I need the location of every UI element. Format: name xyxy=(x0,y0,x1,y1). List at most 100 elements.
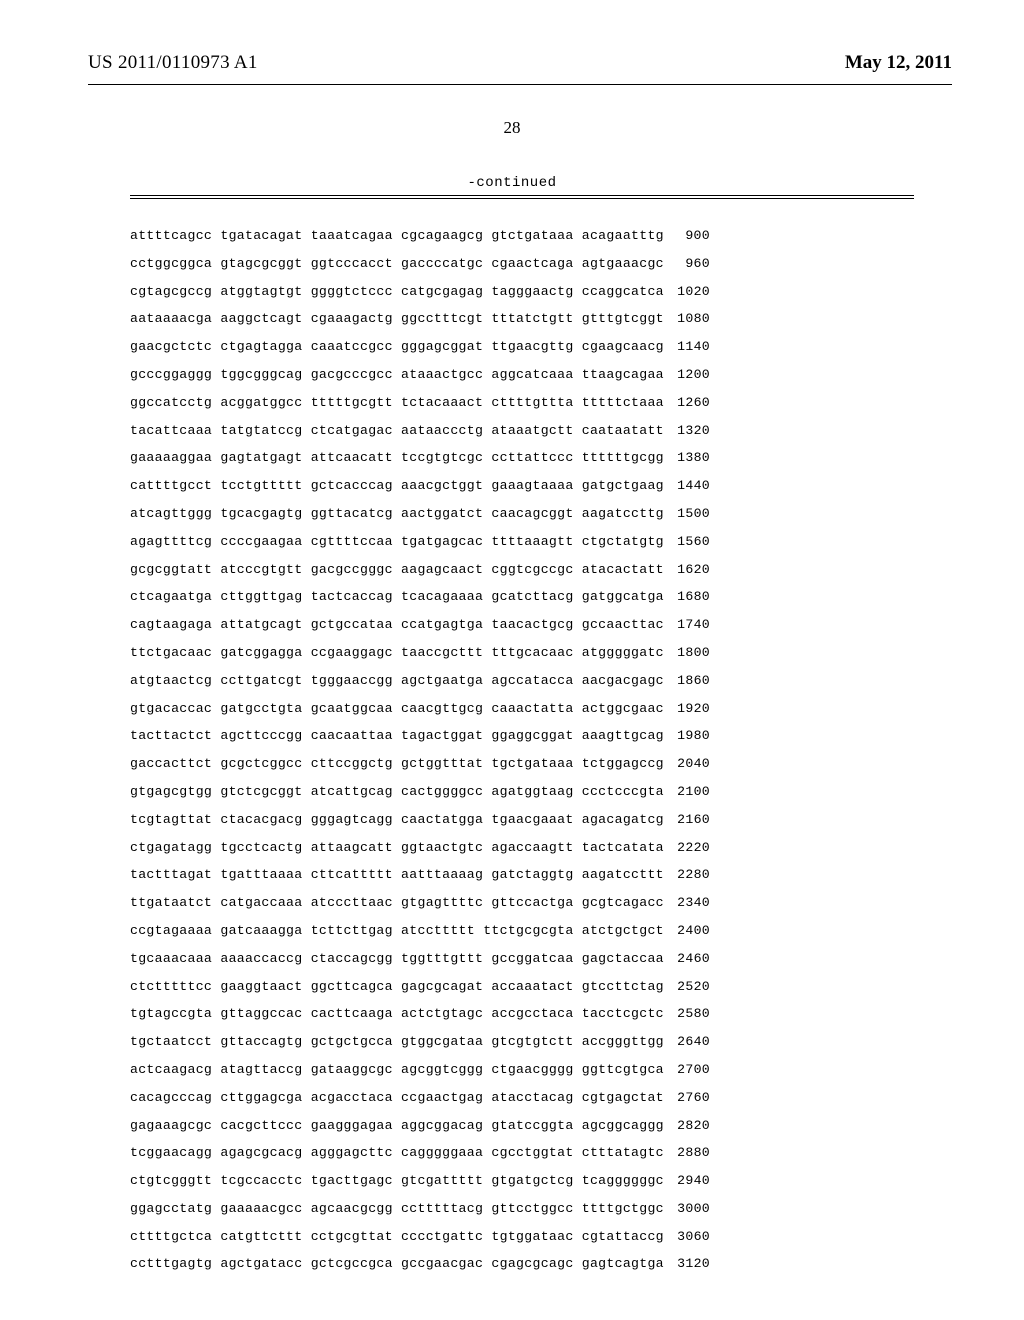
sequence-bases: ggagcctatg gaaaaacgcc agcaacgcgg ccttttt… xyxy=(130,1195,650,1223)
sequence-position: 2220 xyxy=(650,834,710,862)
sequence-position: 2040 xyxy=(650,750,710,778)
sequence-position: 1860 xyxy=(650,667,710,695)
sequence-bases: tactttagat tgatttaaaa cttcattttt aatttaa… xyxy=(130,861,650,889)
sequence-bases: atgtaactcg ccttgatcgt tgggaaccgg agctgaa… xyxy=(130,667,650,695)
sequence-position: 1200 xyxy=(650,361,710,389)
sequence-row: ctgtcgggtt tcgccacctc tgacttgagc gtcgatt… xyxy=(130,1167,710,1195)
sequence-position: 2460 xyxy=(650,945,710,973)
sequence-bases: ctctttttcc gaaggtaact ggcttcagca gagcgca… xyxy=(130,973,650,1001)
sequence-position: 1740 xyxy=(650,611,710,639)
sequence-position: 1800 xyxy=(650,639,710,667)
sequence-bases: tcggaacagg agagcgcacg agggagcttc caggggg… xyxy=(130,1139,650,1167)
page-number: 28 xyxy=(0,118,1024,138)
sequence-row: aataaaacga aaggctcagt cgaaagactg ggccttt… xyxy=(130,305,710,333)
sequence-bases: gcgcggtatt atcccgtgtt gacgccgggc aagagca… xyxy=(130,556,650,584)
sequence-bases: ctcagaatga cttggttgag tactcaccag tcacaga… xyxy=(130,583,650,611)
sequence-position: 1980 xyxy=(650,722,710,750)
sequence-position: 2880 xyxy=(650,1139,710,1167)
sequence-position: 3060 xyxy=(650,1223,710,1251)
sequence-row: gaccacttct gcgctcggcc cttccggctg gctggtt… xyxy=(130,750,710,778)
sequence-bases: ctgagatagg tgcctcactg attaagcatt ggtaact… xyxy=(130,834,650,862)
header-rule xyxy=(88,84,952,85)
sequence-row: gtgacaccac gatgcctgta gcaatggcaa caacgtt… xyxy=(130,695,710,723)
sequence-row: gcccggaggg tggcgggcag gacgcccgcc ataaact… xyxy=(130,361,710,389)
sequence-row: tcggaacagg agagcgcacg agggagcttc caggggg… xyxy=(130,1139,710,1167)
sequence-bases: tgcaaacaaa aaaaccaccg ctaccagcgg tggtttg… xyxy=(130,945,650,973)
sequence-bases: gaccacttct gcgctcggcc cttccggctg gctggtt… xyxy=(130,750,650,778)
sequence-bases: cattttgcct tcctgttttt gctcacccag aaacgct… xyxy=(130,472,650,500)
sequence-row: attttcagcc tgatacagat taaatcagaa cgcagaa… xyxy=(130,222,710,250)
sequence-bases: gaaaaaggaa gagtatgagt attcaacatt tccgtgt… xyxy=(130,444,650,472)
sequence-position: 2160 xyxy=(650,806,710,834)
sequence-rule-top-2 xyxy=(130,198,914,199)
sequence-position: 1500 xyxy=(650,500,710,528)
continued-label: -continued xyxy=(0,175,1024,191)
sequence-position: 2340 xyxy=(650,889,710,917)
sequence-row: ccgtagaaaa gatcaaagga tcttcttgag atccttt… xyxy=(130,917,710,945)
sequence-bases: atcagttggg tgcacgagtg ggttacatcg aactgga… xyxy=(130,500,650,528)
sequence-position: 1020 xyxy=(650,278,710,306)
sequence-row: gcgcggtatt atcccgtgtt gacgccgggc aagagca… xyxy=(130,556,710,584)
sequence-row: cagtaagaga attatgcagt gctgccataa ccatgag… xyxy=(130,611,710,639)
sequence-bases: gtgacaccac gatgcctgta gcaatggcaa caacgtt… xyxy=(130,695,650,723)
sequence-row: cattttgcct tcctgttttt gctcacccag aaacgct… xyxy=(130,472,710,500)
sequence-bases: cctggcggca gtagcgcggt ggtcccacct gacccca… xyxy=(130,250,650,278)
sequence-position: 1680 xyxy=(650,583,710,611)
sequence-bases: gagaaagcgc cacgcttccc gaagggagaa aggcgga… xyxy=(130,1112,650,1140)
sequence-bases: tacttactct agcttcccgg caacaattaa tagactg… xyxy=(130,722,650,750)
sequence-bases: cctttgagtg agctgatacc gctcgccgca gccgaac… xyxy=(130,1250,650,1278)
sequence-bases: ccgtagaaaa gatcaaagga tcttcttgag atccttt… xyxy=(130,917,650,945)
sequence-position: 1380 xyxy=(650,444,710,472)
sequence-position: 1320 xyxy=(650,417,710,445)
sequence-rule-top xyxy=(130,195,914,196)
sequence-bases: cacagcccag cttggagcga acgacctaca ccgaact… xyxy=(130,1084,650,1112)
sequence-row: ttgataatct catgaccaaa atcccttaac gtgagtt… xyxy=(130,889,710,917)
sequence-bases: gtgagcgtgg gtctcgcggt atcattgcag cactggg… xyxy=(130,778,650,806)
sequence-bases: aataaaacga aaggctcagt cgaaagactg ggccttt… xyxy=(130,305,650,333)
sequence-position: 1140 xyxy=(650,333,710,361)
sequence-bases: ttctgacaac gatcggagga ccgaaggagc taaccgc… xyxy=(130,639,650,667)
sequence-row: tacattcaaa tatgtatccg ctcatgagac aataacc… xyxy=(130,417,710,445)
sequence-bases: tcgtagttat ctacacgacg gggagtcagg caactat… xyxy=(130,806,650,834)
sequence-row: ttctgacaac gatcggagga ccgaaggagc taaccgc… xyxy=(130,639,710,667)
sequence-bases: gcccggaggg tggcgggcag gacgcccgcc ataaact… xyxy=(130,361,650,389)
page: US 2011/0110973 A1 May 12, 2011 28 -cont… xyxy=(0,0,1024,1320)
publication-number: US 2011/0110973 A1 xyxy=(88,52,258,74)
sequence-position: 1620 xyxy=(650,556,710,584)
sequence-row: ctctttttcc gaaggtaact ggcttcagca gagcgca… xyxy=(130,973,710,1001)
sequence-row: cctggcggca gtagcgcggt ggtcccacct gacccca… xyxy=(130,250,710,278)
sequence-bases: actcaagacg atagttaccg gataaggcgc agcggtc… xyxy=(130,1056,650,1084)
sequence-row: cttttgctca catgttcttt cctgcgttat cccctga… xyxy=(130,1223,710,1251)
sequence-position: 1080 xyxy=(650,305,710,333)
sequence-bases: attttcagcc tgatacagat taaatcagaa cgcagaa… xyxy=(130,222,650,250)
sequence-position: 2100 xyxy=(650,778,710,806)
sequence-position: 2760 xyxy=(650,1084,710,1112)
sequence-position: 2940 xyxy=(650,1167,710,1195)
sequence-row: ggagcctatg gaaaaacgcc agcaacgcgg ccttttt… xyxy=(130,1195,710,1223)
sequence-position: 2820 xyxy=(650,1112,710,1140)
sequence-row: tgtagccgta gttaggccac cacttcaaga actctgt… xyxy=(130,1000,710,1028)
sequence-row: tactttagat tgatttaaaa cttcattttt aatttaa… xyxy=(130,861,710,889)
sequence-position: 2280 xyxy=(650,861,710,889)
sequence-row: ctgagatagg tgcctcactg attaagcatt ggtaact… xyxy=(130,834,710,862)
sequence-bases: cgtagcgccg atggtagtgt ggggtctccc catgcga… xyxy=(130,278,650,306)
sequence-bases: cagtaagaga attatgcagt gctgccataa ccatgag… xyxy=(130,611,650,639)
sequence-position: 900 xyxy=(650,222,710,250)
sequence-position: 2700 xyxy=(650,1056,710,1084)
sequence-position: 3000 xyxy=(650,1195,710,1223)
sequence-row: tgcaaacaaa aaaaccaccg ctaccagcgg tggtttg… xyxy=(130,945,710,973)
sequence-bases: cttttgctca catgttcttt cctgcgttat cccctga… xyxy=(130,1223,650,1251)
sequence-bases: tgtagccgta gttaggccac cacttcaaga actctgt… xyxy=(130,1000,650,1028)
sequence-position: 1560 xyxy=(650,528,710,556)
sequence-position: 1920 xyxy=(650,695,710,723)
page-header: US 2011/0110973 A1 May 12, 2011 xyxy=(0,52,1024,82)
sequence-position: 2580 xyxy=(650,1000,710,1028)
sequence-row: cacagcccag cttggagcga acgacctaca ccgaact… xyxy=(130,1084,710,1112)
sequence-row: actcaagacg atagttaccg gataaggcgc agcggtc… xyxy=(130,1056,710,1084)
sequence-bases: agagttttcg ccccgaagaa cgttttccaa tgatgag… xyxy=(130,528,650,556)
sequence-position: 1260 xyxy=(650,389,710,417)
sequence-row: atgtaactcg ccttgatcgt tgggaaccgg agctgaa… xyxy=(130,667,710,695)
sequence-position: 2520 xyxy=(650,973,710,1001)
sequence-row: tcgtagttat ctacacgacg gggagtcagg caactat… xyxy=(130,806,710,834)
sequence-bases: ctgtcgggtt tcgccacctc tgacttgagc gtcgatt… xyxy=(130,1167,650,1195)
